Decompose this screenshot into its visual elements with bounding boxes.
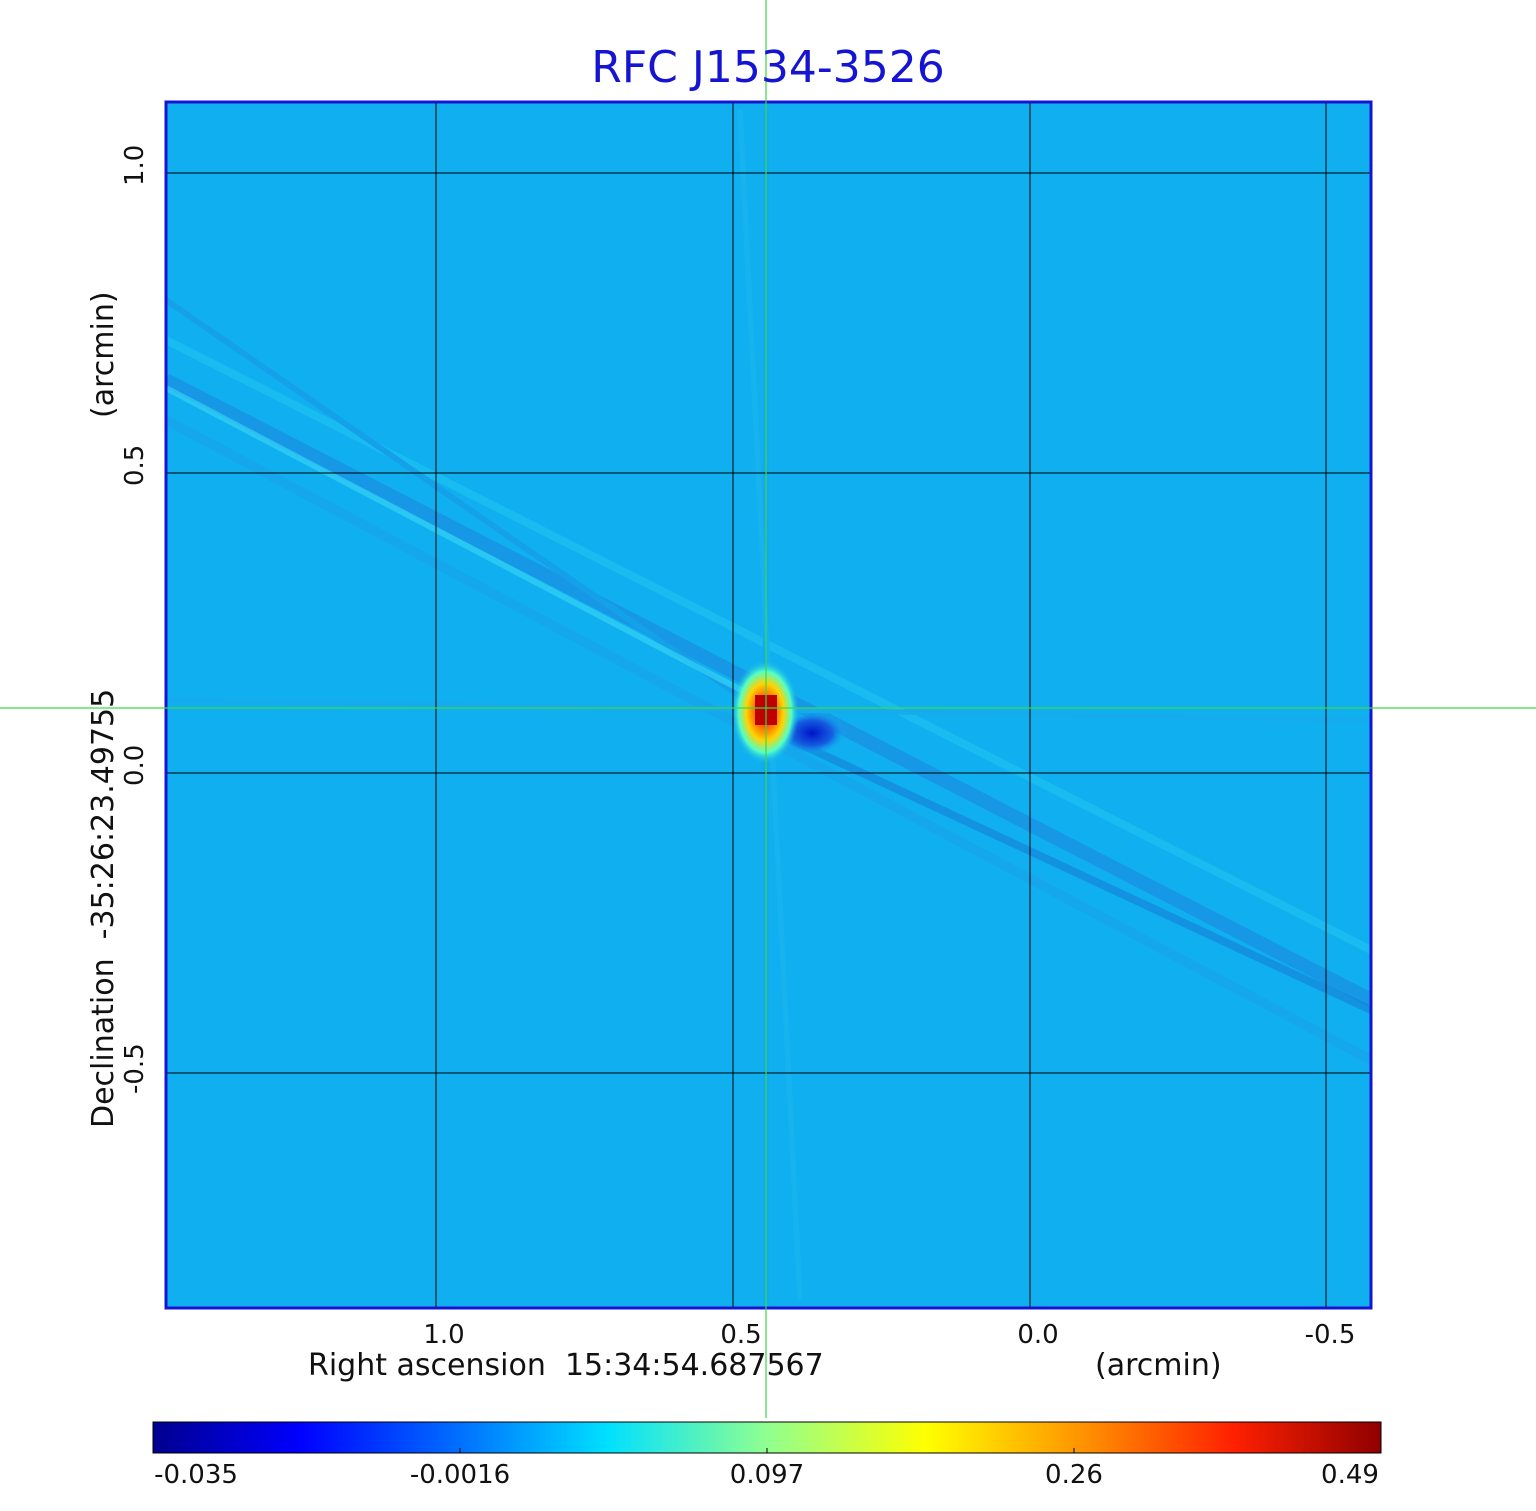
coordinate-grid bbox=[166, 102, 1371, 1308]
image-field bbox=[166, 102, 1371, 1308]
colorbar-tick-label: 0.097 bbox=[729, 1460, 805, 1490]
x-axis-unit: (arcmin) bbox=[1095, 1348, 1222, 1383]
y-tick-label: 1.0 bbox=[120, 144, 150, 186]
x-tick-label: 1.0 bbox=[423, 1320, 465, 1350]
y-tick-label: 0.5 bbox=[120, 444, 150, 486]
colorbar bbox=[152, 1421, 1382, 1454]
x-tick-label: 0.5 bbox=[720, 1320, 762, 1350]
crosshair[interactable] bbox=[0, 0, 1536, 1418]
x-axis-center: 15:34:54.687567 bbox=[564, 1348, 824, 1383]
x-axis-label: Right ascension 15:34:54.687567 bbox=[308, 1348, 824, 1383]
y-tick-label: -0.5 bbox=[120, 1043, 150, 1094]
y-axis-label: Declination -35:26:23.49755 bbox=[86, 689, 121, 1128]
y-axis-center: -35:26:23.49755 bbox=[86, 688, 121, 940]
y-axis-name: Declination bbox=[86, 958, 121, 1128]
colorbar-tick-label: 0.26 bbox=[1045, 1460, 1103, 1490]
map-title: RFC J1534-3526 bbox=[591, 42, 945, 93]
x-tick-label: -0.5 bbox=[1304, 1320, 1356, 1350]
colorbar-tick-label: 0.49 bbox=[1321, 1460, 1379, 1490]
map-frame bbox=[164, 100, 1373, 1310]
colorbar-tick-label: -0.035 bbox=[154, 1460, 238, 1490]
x-tick-label: 0.0 bbox=[1017, 1320, 1059, 1350]
colorbar-tick-label: -0.0016 bbox=[409, 1460, 511, 1490]
y-axis-unit: (arcmin) bbox=[86, 291, 121, 418]
colorbar-ticks bbox=[459, 1448, 1075, 1453]
x-axis-name: Right ascension bbox=[308, 1348, 546, 1383]
y-tick-label: 0.0 bbox=[120, 744, 150, 786]
